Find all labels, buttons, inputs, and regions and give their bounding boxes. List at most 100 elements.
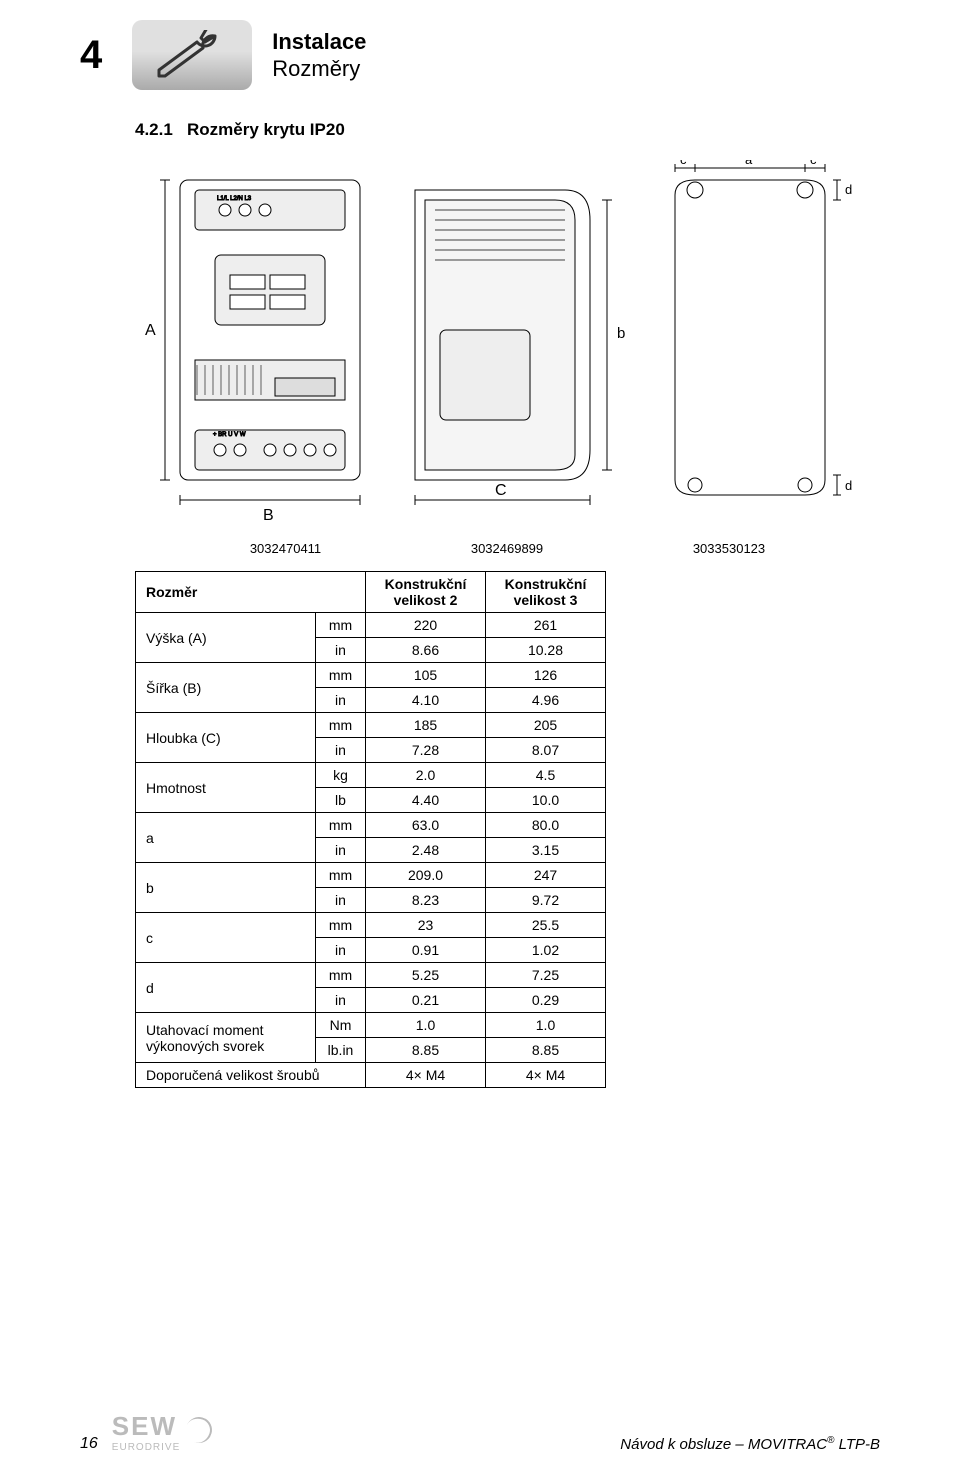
figure-area: L1/L L2/N L3 + BR U V W A xyxy=(135,160,880,556)
cell-v3: 10.0 xyxy=(486,788,606,813)
page: 4 Instalace Rozměry 4.2.1 Rozměry krytu … xyxy=(0,0,960,1473)
subheading-num: 4.2.1 xyxy=(135,120,173,139)
cell-v2: 1.0 xyxy=(366,1013,486,1038)
cell-unit: mm xyxy=(316,813,366,838)
table-row: amm63.080.0 xyxy=(136,813,606,838)
cell-v3: 261 xyxy=(486,613,606,638)
cell-unit: in xyxy=(316,938,366,963)
cell-unit: mm xyxy=(316,663,366,688)
svg-text:a: a xyxy=(745,160,753,167)
cell-v2: 4.40 xyxy=(366,788,486,813)
cell-v2: 209.0 xyxy=(366,863,486,888)
cell-v2: 4× M4 xyxy=(366,1063,486,1088)
cell-v2: 185 xyxy=(366,713,486,738)
cell-unit: in xyxy=(316,838,366,863)
svg-text:L1/L L2/N L3: L1/L L2/N L3 xyxy=(217,196,252,202)
table-row: Šířka (B)mm105126 xyxy=(136,663,606,688)
cell-unit: in xyxy=(316,988,366,1013)
cell-label: a xyxy=(136,813,316,863)
table-row: bmm209.0247 xyxy=(136,863,606,888)
cell-unit: in xyxy=(316,638,366,663)
svg-text:+ BR U V W: + BR U V W xyxy=(213,432,246,438)
cell-v3: 25.5 xyxy=(486,913,606,938)
page-footer: 16 SEW EURODRIVE Návod k obsluze – MOVIT… xyxy=(80,1411,880,1453)
cell-unit: mm xyxy=(316,613,366,638)
cell-label: Utahovací moment výkonových svorek xyxy=(136,1013,316,1063)
manual-text: Návod k obsluze – MOVITRAC xyxy=(620,1436,827,1453)
cell-unit: kg xyxy=(316,763,366,788)
cell-unit: mm xyxy=(316,963,366,988)
table-row: cmm2325.5 xyxy=(136,913,606,938)
cell-v2: 8.85 xyxy=(366,1038,486,1063)
th-size3: Konstrukční velikost 3 xyxy=(486,572,606,613)
cell-v2: 0.91 xyxy=(366,938,486,963)
cell-v3: 10.28 xyxy=(486,638,606,663)
cell-v3: 3.15 xyxy=(486,838,606,863)
cell-unit: mm xyxy=(316,913,366,938)
cell-v3: 8.85 xyxy=(486,1038,606,1063)
cell-v2: 7.28 xyxy=(366,738,486,763)
table-header-row: Rozměr Konstrukční velikost 2 Konstrukčn… xyxy=(136,572,606,613)
th-rozmer: Rozměr xyxy=(136,572,366,613)
cell-unit: mm xyxy=(316,713,366,738)
cell-v3: 247 xyxy=(486,863,606,888)
cell-unit: in xyxy=(316,688,366,713)
table-row: dmm5.257.25 xyxy=(136,963,606,988)
cell-label: Hloubka (C) xyxy=(136,713,316,763)
cell-v3: 205 xyxy=(486,713,606,738)
cell-v3: 8.07 xyxy=(486,738,606,763)
table-row: Doporučená velikost šroubů4× M44× M4 xyxy=(136,1063,606,1088)
cell-v2: 8.23 xyxy=(366,888,486,913)
cell-v2: 63.0 xyxy=(366,813,486,838)
cell-v3: 126 xyxy=(486,663,606,688)
chapter-number: 4 xyxy=(80,33,102,78)
cell-unit: Nm xyxy=(316,1013,366,1038)
cell-unit: mm xyxy=(316,863,366,888)
cell-v3: 7.25 xyxy=(486,963,606,988)
cell-v3: 9.72 xyxy=(486,888,606,913)
cell-v2: 8.66 xyxy=(366,638,486,663)
cell-v2: 23 xyxy=(366,913,486,938)
svg-text:b: b xyxy=(617,325,625,342)
cell-label: c xyxy=(136,913,316,963)
cell-label: d xyxy=(136,963,316,1013)
dimensions-table: Rozměr Konstrukční velikost 2 Konstrukčn… xyxy=(135,571,606,1088)
cell-v3: 1.0 xyxy=(486,1013,606,1038)
figure-id-2: 3032469899 xyxy=(471,541,543,556)
logo-arc-icon xyxy=(183,1413,216,1446)
figure-ids-row: 3032470411 3032469899 3033530123 xyxy=(135,541,880,556)
sew-logo: SEW EURODRIVE xyxy=(112,1411,212,1453)
header-title-bold: Instalace xyxy=(272,28,366,56)
cell-v3: 0.29 xyxy=(486,988,606,1013)
cell-label: Výška (A) xyxy=(136,613,316,663)
svg-text:c: c xyxy=(680,160,687,167)
wrench-icon xyxy=(147,30,237,80)
cell-unit: in xyxy=(316,738,366,763)
cell-v2: 2.0 xyxy=(366,763,486,788)
dimension-drawings: L1/L L2/N L3 + BR U V W A xyxy=(135,160,855,530)
cell-unit: lb.in xyxy=(316,1038,366,1063)
cell-v3: 4× M4 xyxy=(486,1063,606,1088)
svg-text:C: C xyxy=(495,482,507,499)
cell-v2: 5.25 xyxy=(366,963,486,988)
table-row: Utahovací moment výkonových svorekNm1.01… xyxy=(136,1013,606,1038)
cell-v3: 4.96 xyxy=(486,688,606,713)
cell-v2: 4.10 xyxy=(366,688,486,713)
header-titles: Instalace Rozměry xyxy=(272,28,366,83)
cell-v2: 2.48 xyxy=(366,838,486,863)
svg-text:d: d xyxy=(845,182,852,197)
figure-id-3: 3033530123 xyxy=(693,541,765,556)
cell-v2: 0.21 xyxy=(366,988,486,1013)
logo-sub: EURODRIVE xyxy=(112,1442,180,1453)
table-row: Hloubka (C)mm185205 xyxy=(136,713,606,738)
table-row: Výška (A)mm220261 xyxy=(136,613,606,638)
cell-label: Šířka (B) xyxy=(136,663,316,713)
subheading: 4.2.1 Rozměry krytu IP20 xyxy=(135,120,880,140)
cell-unit: in xyxy=(316,888,366,913)
manual-title: Návod k obsluze – MOVITRAC® LTP-B xyxy=(620,1435,880,1453)
svg-text:A: A xyxy=(145,322,156,339)
cell-unit: lb xyxy=(316,788,366,813)
cell-label: b xyxy=(136,863,316,913)
page-header: 4 Instalace Rozměry xyxy=(80,20,880,90)
cell-label: Doporučená velikost šroubů xyxy=(136,1063,366,1088)
